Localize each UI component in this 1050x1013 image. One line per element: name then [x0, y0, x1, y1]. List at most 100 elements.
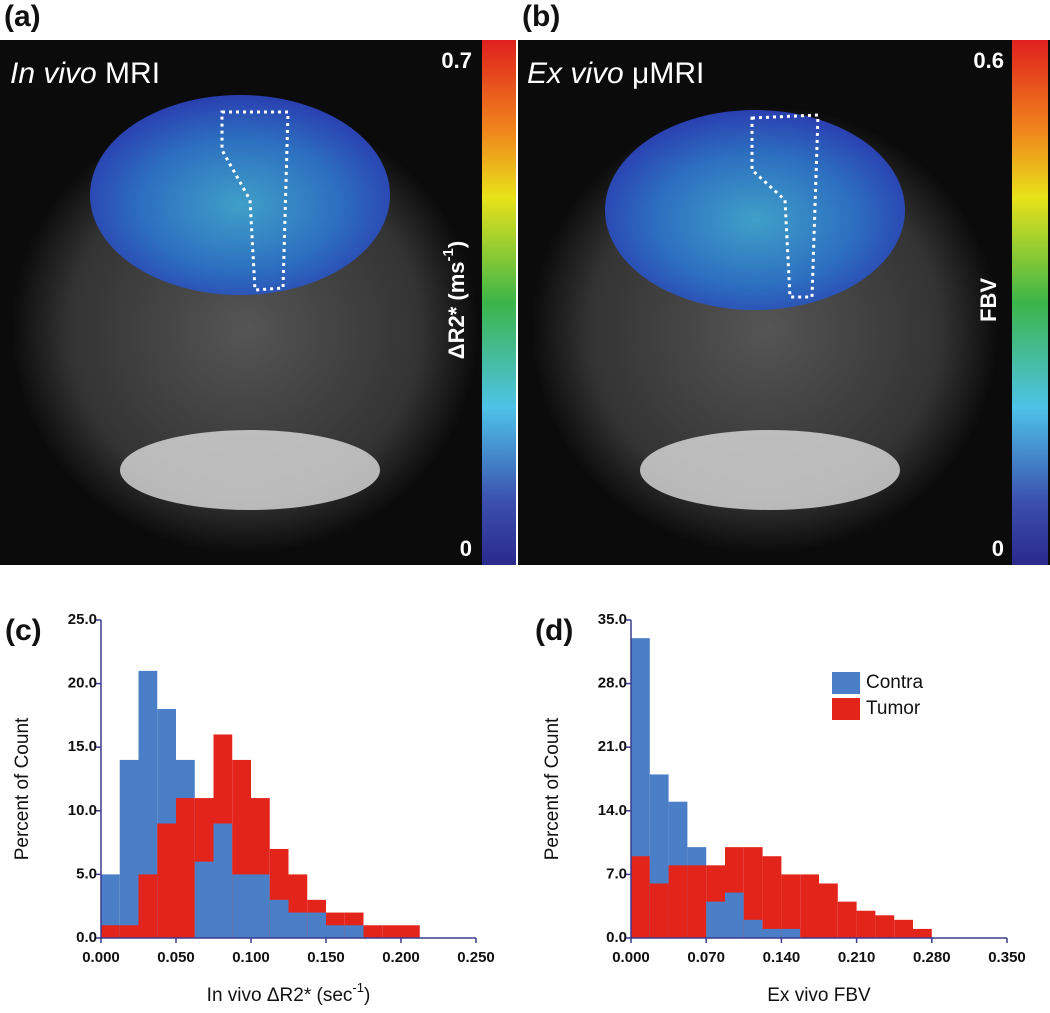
bar: [344, 925, 364, 938]
cerebellum: [120, 430, 380, 510]
y-tick-label: 5.0: [76, 865, 97, 882]
mri-panels: (a) In vivo MRI 0.7 0 ΔR2* (ms-1) (b) Ex…: [0, 0, 1050, 565]
bar: [725, 892, 744, 938]
legend-label: Tumor: [866, 698, 921, 719]
y-tick-label: 15.0: [68, 738, 97, 755]
bar: [363, 925, 383, 938]
y-axis-label: Percent of Count: [542, 717, 563, 860]
bar: [157, 823, 176, 938]
scale-max: 0.6: [973, 48, 1004, 73]
bar: [213, 823, 233, 938]
label-part: ): [364, 985, 370, 1006]
x-tick-label: 0.200: [382, 949, 420, 966]
bar: [119, 759, 139, 938]
bar: [894, 919, 913, 938]
label-part: -1: [440, 248, 457, 261]
y-tick-label: 21.0: [598, 738, 627, 755]
x-tick-label: 0.250: [457, 949, 495, 966]
bar: [781, 928, 801, 938]
label-part: -1: [352, 980, 364, 995]
bar: [649, 883, 669, 938]
brain-map: [90, 95, 390, 295]
bar: [251, 874, 270, 938]
bar: [913, 928, 932, 938]
bar: [232, 874, 251, 938]
bar: [401, 925, 420, 938]
bar: [819, 883, 838, 938]
legend-swatch: [832, 672, 860, 694]
scale-label: FBV: [976, 278, 1001, 322]
scale-min: 0: [992, 536, 1004, 561]
y-tick-label: 35.0: [598, 611, 627, 628]
y-tick-label: 25.0: [68, 611, 97, 628]
scale-min: 0: [460, 536, 472, 561]
panel-label: (a): [4, 0, 41, 33]
bar: [743, 847, 763, 938]
bar: [631, 856, 650, 938]
x-tick-label: 0.210: [838, 949, 876, 966]
bar: [176, 798, 195, 938]
panel-label: (b): [522, 0, 560, 33]
x-tick-label: 0.050: [157, 949, 195, 966]
bar: [194, 861, 214, 938]
bar: [762, 856, 782, 938]
y-tick-label: 28.0: [598, 675, 627, 692]
roi: [220, 110, 290, 292]
x-axis-label: In vivo ΔR2* (sec-1): [207, 980, 371, 1006]
bar: [781, 874, 801, 938]
x-tick-label: 0.280: [913, 949, 951, 966]
bar: [875, 915, 895, 938]
bar: [382, 925, 401, 938]
bar: [856, 910, 876, 938]
x-axis-label: Ex vivo FBV: [767, 985, 871, 1006]
brain-map: [605, 110, 905, 310]
bar: [269, 899, 289, 938]
title-part: In vivo: [10, 57, 97, 90]
title-part: MRI: [97, 57, 160, 90]
bar: [837, 901, 857, 938]
bar: [326, 925, 345, 938]
scale-max: 0.7: [441, 48, 472, 73]
x-tick-label: 0.000: [82, 949, 120, 966]
y-tick-label: 0.0: [76, 929, 97, 946]
colorbar: [482, 40, 516, 565]
bar: [706, 901, 725, 938]
label-part: ΔR2* (ms: [444, 261, 469, 359]
y-tick-label: 0.0: [606, 929, 627, 946]
bar: [800, 874, 819, 938]
panel-label: (c): [5, 614, 42, 647]
bar: [307, 912, 326, 938]
x-tick-label: 0.140: [763, 949, 801, 966]
y-tick-label: 7.0: [606, 865, 627, 882]
label-part: Ex vivo FBV: [767, 985, 871, 1006]
label-part: ): [444, 241, 469, 248]
bar: [288, 912, 308, 938]
bar: [101, 925, 120, 938]
bar: [743, 919, 763, 938]
legend-label: Contra: [866, 672, 923, 693]
y-axis-label: Percent of Count: [12, 717, 33, 860]
bar: [101, 874, 120, 938]
bar: [668, 865, 688, 938]
image-title: In vivo MRI: [10, 57, 160, 90]
x-tick-label: 0.350: [988, 949, 1026, 966]
legend-swatch: [832, 698, 860, 720]
colorbar: [1012, 40, 1048, 565]
x-tick-label: 0.000: [612, 949, 650, 966]
scale-label: ΔR2* (ms-1): [440, 241, 469, 359]
y-tick-label: 20.0: [68, 675, 97, 692]
x-tick-label: 0.100: [232, 949, 270, 966]
x-tick-label: 0.070: [687, 949, 725, 966]
y-tick-label: 14.0: [598, 802, 627, 819]
cerebellum: [640, 430, 900, 510]
bar: [762, 928, 782, 938]
panel-label: (d): [535, 614, 573, 647]
x-tick-label: 0.150: [307, 949, 345, 966]
label-part: In vivo ΔR2* (sec: [207, 985, 353, 1006]
bar: [138, 670, 158, 938]
title-part: μMRI: [624, 57, 705, 90]
bar: [119, 925, 139, 938]
y-tick-label: 10.0: [68, 802, 97, 819]
bar: [687, 865, 707, 938]
